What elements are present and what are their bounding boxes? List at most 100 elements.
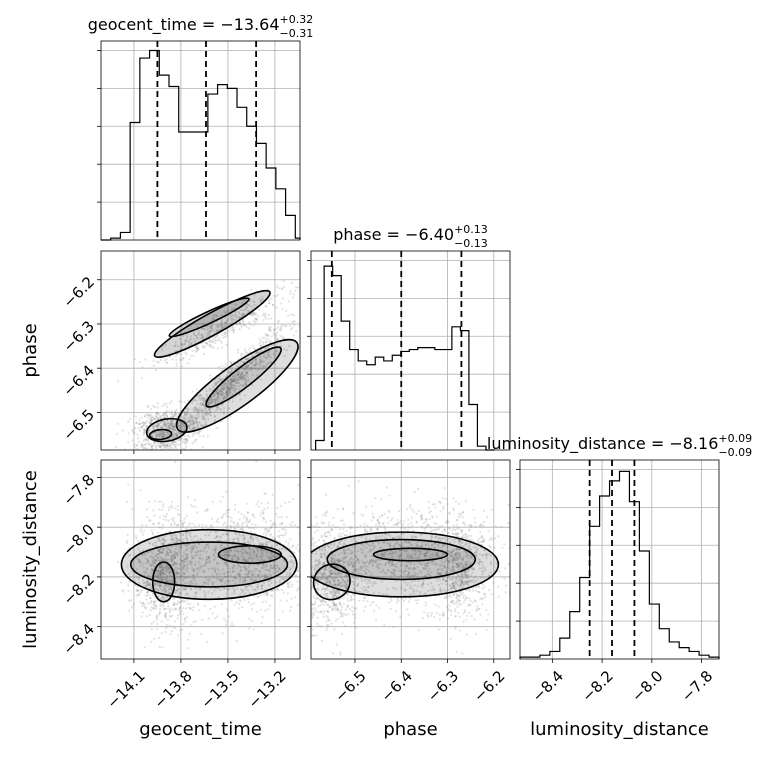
sample-point (189, 562, 193, 565)
sample-point (177, 545, 180, 548)
sample-point (266, 552, 269, 555)
sample-point (237, 357, 240, 361)
sample-point (178, 438, 181, 441)
sample-point (352, 565, 355, 568)
sample-point (229, 316, 232, 319)
sample-point (283, 579, 286, 582)
sample-point (170, 428, 173, 431)
sample-point (232, 521, 235, 524)
sample-point (149, 448, 152, 450)
sample-point (157, 500, 160, 503)
sample-point (315, 577, 318, 580)
sample-point (345, 534, 348, 537)
sample-point (175, 364, 178, 367)
sample-point (254, 358, 257, 361)
sample-point (171, 539, 174, 542)
sample-point (137, 577, 140, 580)
sample-point (239, 600, 242, 603)
sample-point (341, 532, 344, 535)
sample-point (165, 570, 168, 573)
sample-point (127, 589, 130, 593)
sample-point (281, 307, 284, 310)
sample-point (268, 556, 271, 560)
sample-point (144, 447, 147, 450)
sample-point (275, 337, 278, 340)
sample-point (224, 331, 227, 334)
sample-point (272, 304, 275, 307)
sample-point (164, 612, 167, 615)
sample-point (260, 537, 264, 540)
sample-point (264, 315, 267, 318)
sample-point (173, 556, 176, 559)
sample-point (202, 435, 205, 438)
sample-point (194, 417, 197, 420)
sample-point (306, 567, 308, 569)
sample-point (170, 450, 172, 452)
sample-point (199, 401, 202, 405)
sample-point (203, 570, 206, 573)
sample-point (196, 603, 200, 606)
sample-point (270, 297, 273, 300)
sample-point (334, 526, 337, 529)
sample-point (291, 521, 294, 524)
sample-point (189, 560, 192, 563)
sample-point (226, 391, 229, 394)
sample-point (183, 617, 186, 620)
sample-point (244, 382, 247, 385)
sample-point (257, 308, 261, 311)
sample-point (163, 614, 166, 617)
sample-point (267, 317, 270, 320)
sample-point (248, 557, 251, 560)
sample-point (159, 569, 162, 573)
sample-point (137, 427, 140, 430)
sample-point (227, 388, 230, 391)
sample-point (158, 551, 161, 554)
sample-point (297, 603, 300, 606)
sample-point (221, 554, 224, 557)
sample-point (213, 393, 216, 396)
sample-point (325, 620, 328, 623)
sample-point (222, 396, 225, 399)
sample-point (227, 554, 230, 557)
sample-point (352, 598, 355, 601)
sample-point (142, 429, 145, 432)
sample-point (151, 542, 155, 545)
sample-point (168, 584, 171, 588)
sample-point (155, 411, 158, 415)
sample-point (320, 610, 323, 613)
sample-point (158, 645, 161, 649)
sample-point (262, 562, 265, 566)
sample-point (245, 371, 248, 374)
sample-point (245, 560, 248, 563)
sample-point (116, 422, 119, 425)
sample-point (352, 565, 355, 568)
sample-point (174, 441, 177, 444)
sample-point (238, 607, 241, 610)
sample-point (148, 421, 151, 424)
sample-point (235, 573, 238, 576)
sample-point (177, 504, 180, 508)
sample-point (268, 540, 272, 543)
sample-point (223, 325, 226, 328)
sample-point (163, 586, 166, 590)
sample-point (198, 435, 201, 438)
sample-point (138, 429, 142, 432)
sample-point (177, 572, 180, 575)
sample-point (161, 414, 164, 417)
sample-point (182, 448, 185, 450)
sample-point (169, 574, 172, 577)
sample-point (234, 531, 237, 534)
sample-point (274, 354, 277, 357)
sample-point (262, 559, 265, 562)
sample-point (196, 432, 199, 435)
sample-point (166, 624, 169, 627)
sample-point (264, 565, 267, 569)
sample-point (131, 606, 134, 609)
sample-point (175, 562, 178, 565)
sample-point (246, 364, 249, 368)
sample-point (264, 600, 267, 603)
sample-point (307, 544, 309, 546)
sample-point (156, 553, 159, 556)
sample-point (270, 567, 273, 570)
sample-point (125, 500, 129, 503)
